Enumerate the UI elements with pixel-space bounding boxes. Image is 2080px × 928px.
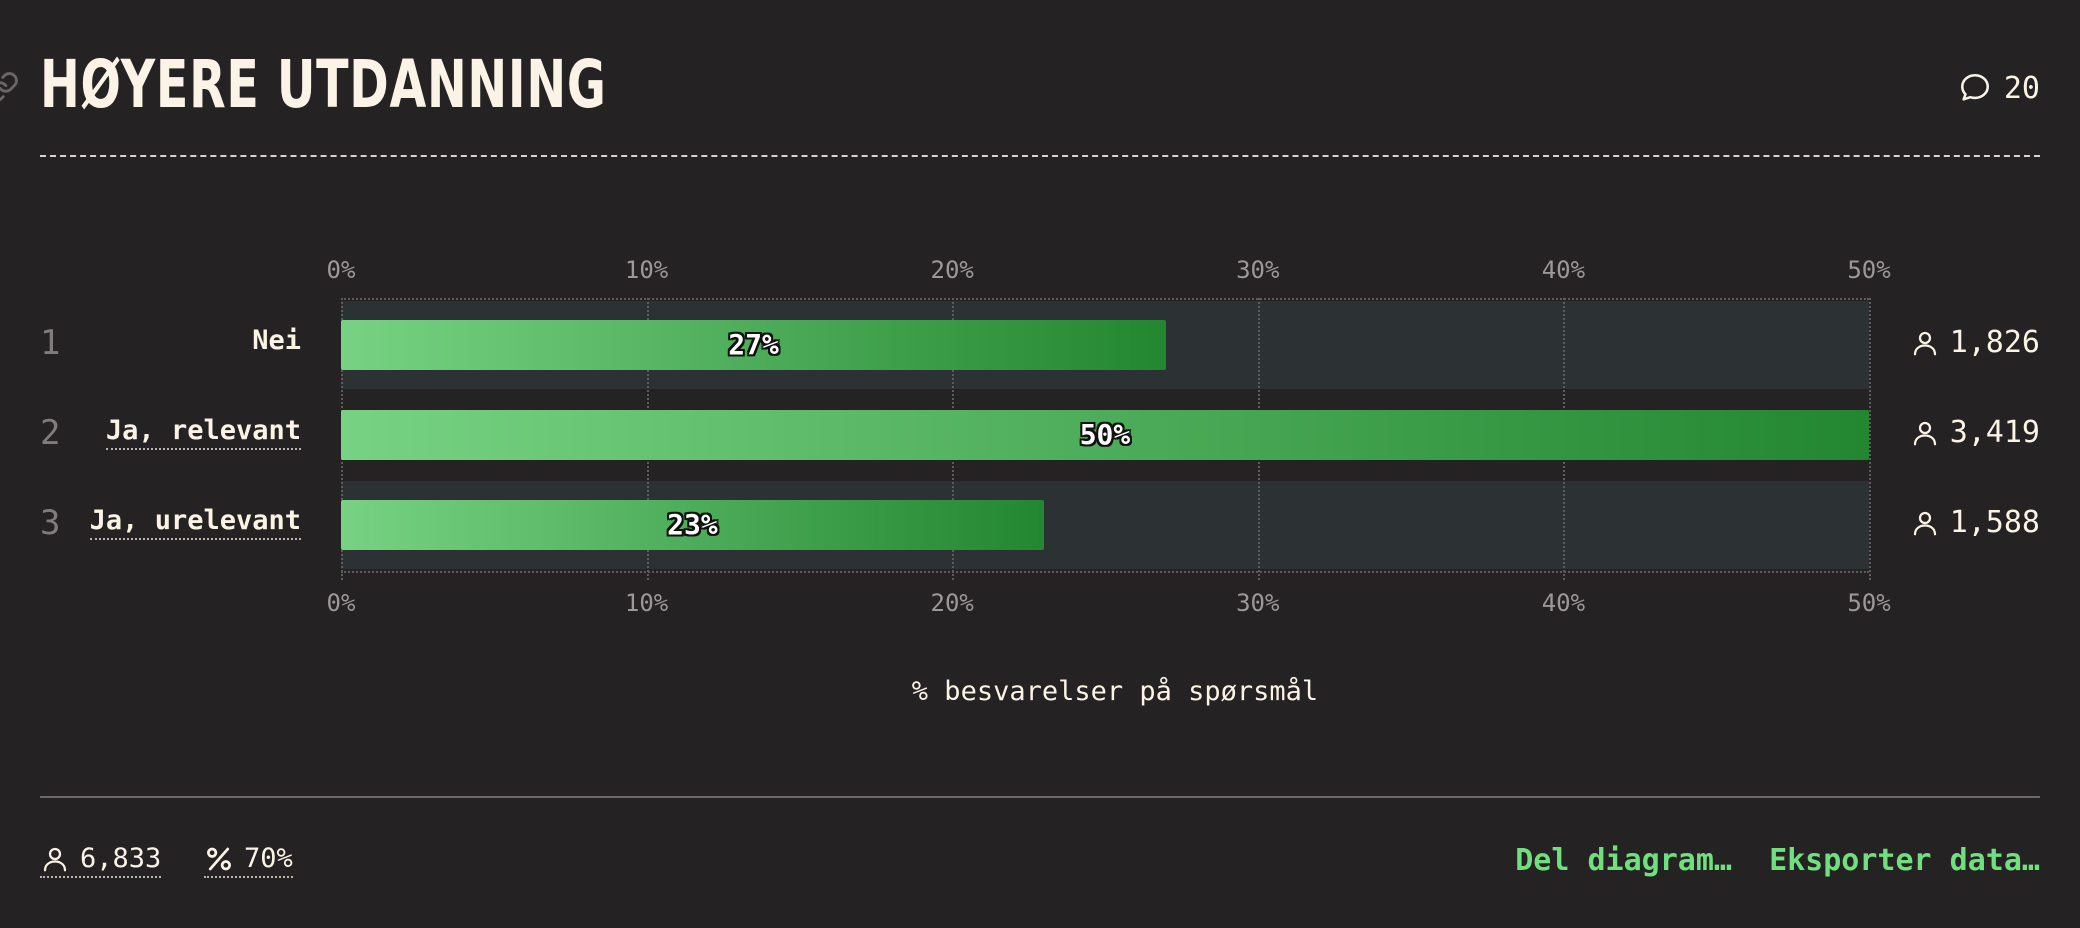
category-label[interactable]: Ja, relevant — [105, 415, 301, 450]
x-tick-label-bottom: 10% — [624, 589, 669, 617]
x-tick-label-bottom: 20% — [930, 589, 974, 617]
x-tick-label-top: 50% — [1847, 256, 1891, 284]
person-icon — [1913, 511, 1936, 535]
response-rate[interactable]: 70% — [204, 843, 293, 878]
speech-bubble-icon — [1960, 73, 1989, 101]
x-tick-label-top: 20% — [930, 256, 974, 284]
percent-icon — [207, 847, 231, 870]
respondent-count-value: 1,588 — [1949, 505, 2040, 540]
export-data-link[interactable]: Eksporter data… — [1769, 843, 2040, 878]
header-divider — [40, 155, 2040, 157]
x-axis-title: % besvarelser på spørsmål — [911, 676, 1319, 707]
x-tick-label-top: 40% — [1541, 256, 1586, 284]
x-tick-label-bottom: 0% — [326, 589, 356, 617]
footer-divider — [40, 796, 2040, 798]
respondent-count: 3,419 — [1910, 415, 2040, 450]
bar-value-label: 23% — [667, 508, 718, 541]
respondent-count-value: 3,419 — [1949, 415, 2040, 450]
x-tick-label-top: 10% — [624, 256, 669, 284]
link-icon[interactable] — [0, 70, 20, 104]
person-icon — [1913, 331, 1936, 355]
bar-value-label: 27% — [728, 328, 779, 361]
page-title: HØYERE UTDANNING — [40, 46, 607, 123]
bar[interactable] — [341, 500, 1044, 550]
respondent-count-value: 1,826 — [1949, 325, 2040, 360]
plot-top-border — [341, 298, 1869, 300]
bar-value-label: 50% — [1079, 418, 1131, 451]
share-chart-link[interactable]: Del diagram… — [1515, 843, 1732, 878]
row-number: 3 — [40, 503, 61, 543]
x-tick-label-top: 30% — [1236, 256, 1280, 284]
x-tick-label-top: 0% — [326, 256, 356, 284]
person-icon — [1913, 421, 1936, 445]
respondent-count: 1,826 — [1910, 325, 2040, 360]
bar[interactable] — [341, 320, 1167, 370]
comments-button[interactable]: 20 — [1958, 68, 2040, 108]
x-tick-label-bottom: 30% — [1236, 589, 1280, 617]
x-tick-label-bottom: 40% — [1541, 589, 1586, 617]
response-rate-value: 70% — [244, 843, 293, 874]
respondent-count: 1,588 — [1910, 505, 2040, 540]
total-respondents-value: 6,833 — [80, 843, 162, 874]
row-number: 1 — [40, 323, 61, 363]
grid-line — [1869, 298, 1871, 580]
plot-bottom-border — [341, 571, 1869, 573]
comment-count: 20 — [2003, 70, 2040, 106]
total-respondents[interactable]: 6,833 — [40, 843, 162, 878]
category-label[interactable]: Ja, urelevant — [89, 505, 301, 540]
x-tick-label-bottom: 50% — [1847, 589, 1891, 617]
person-icon — [43, 847, 67, 871]
category-label: Nei — [252, 325, 301, 356]
bar[interactable] — [341, 410, 1869, 460]
row-number: 2 — [40, 413, 61, 453]
